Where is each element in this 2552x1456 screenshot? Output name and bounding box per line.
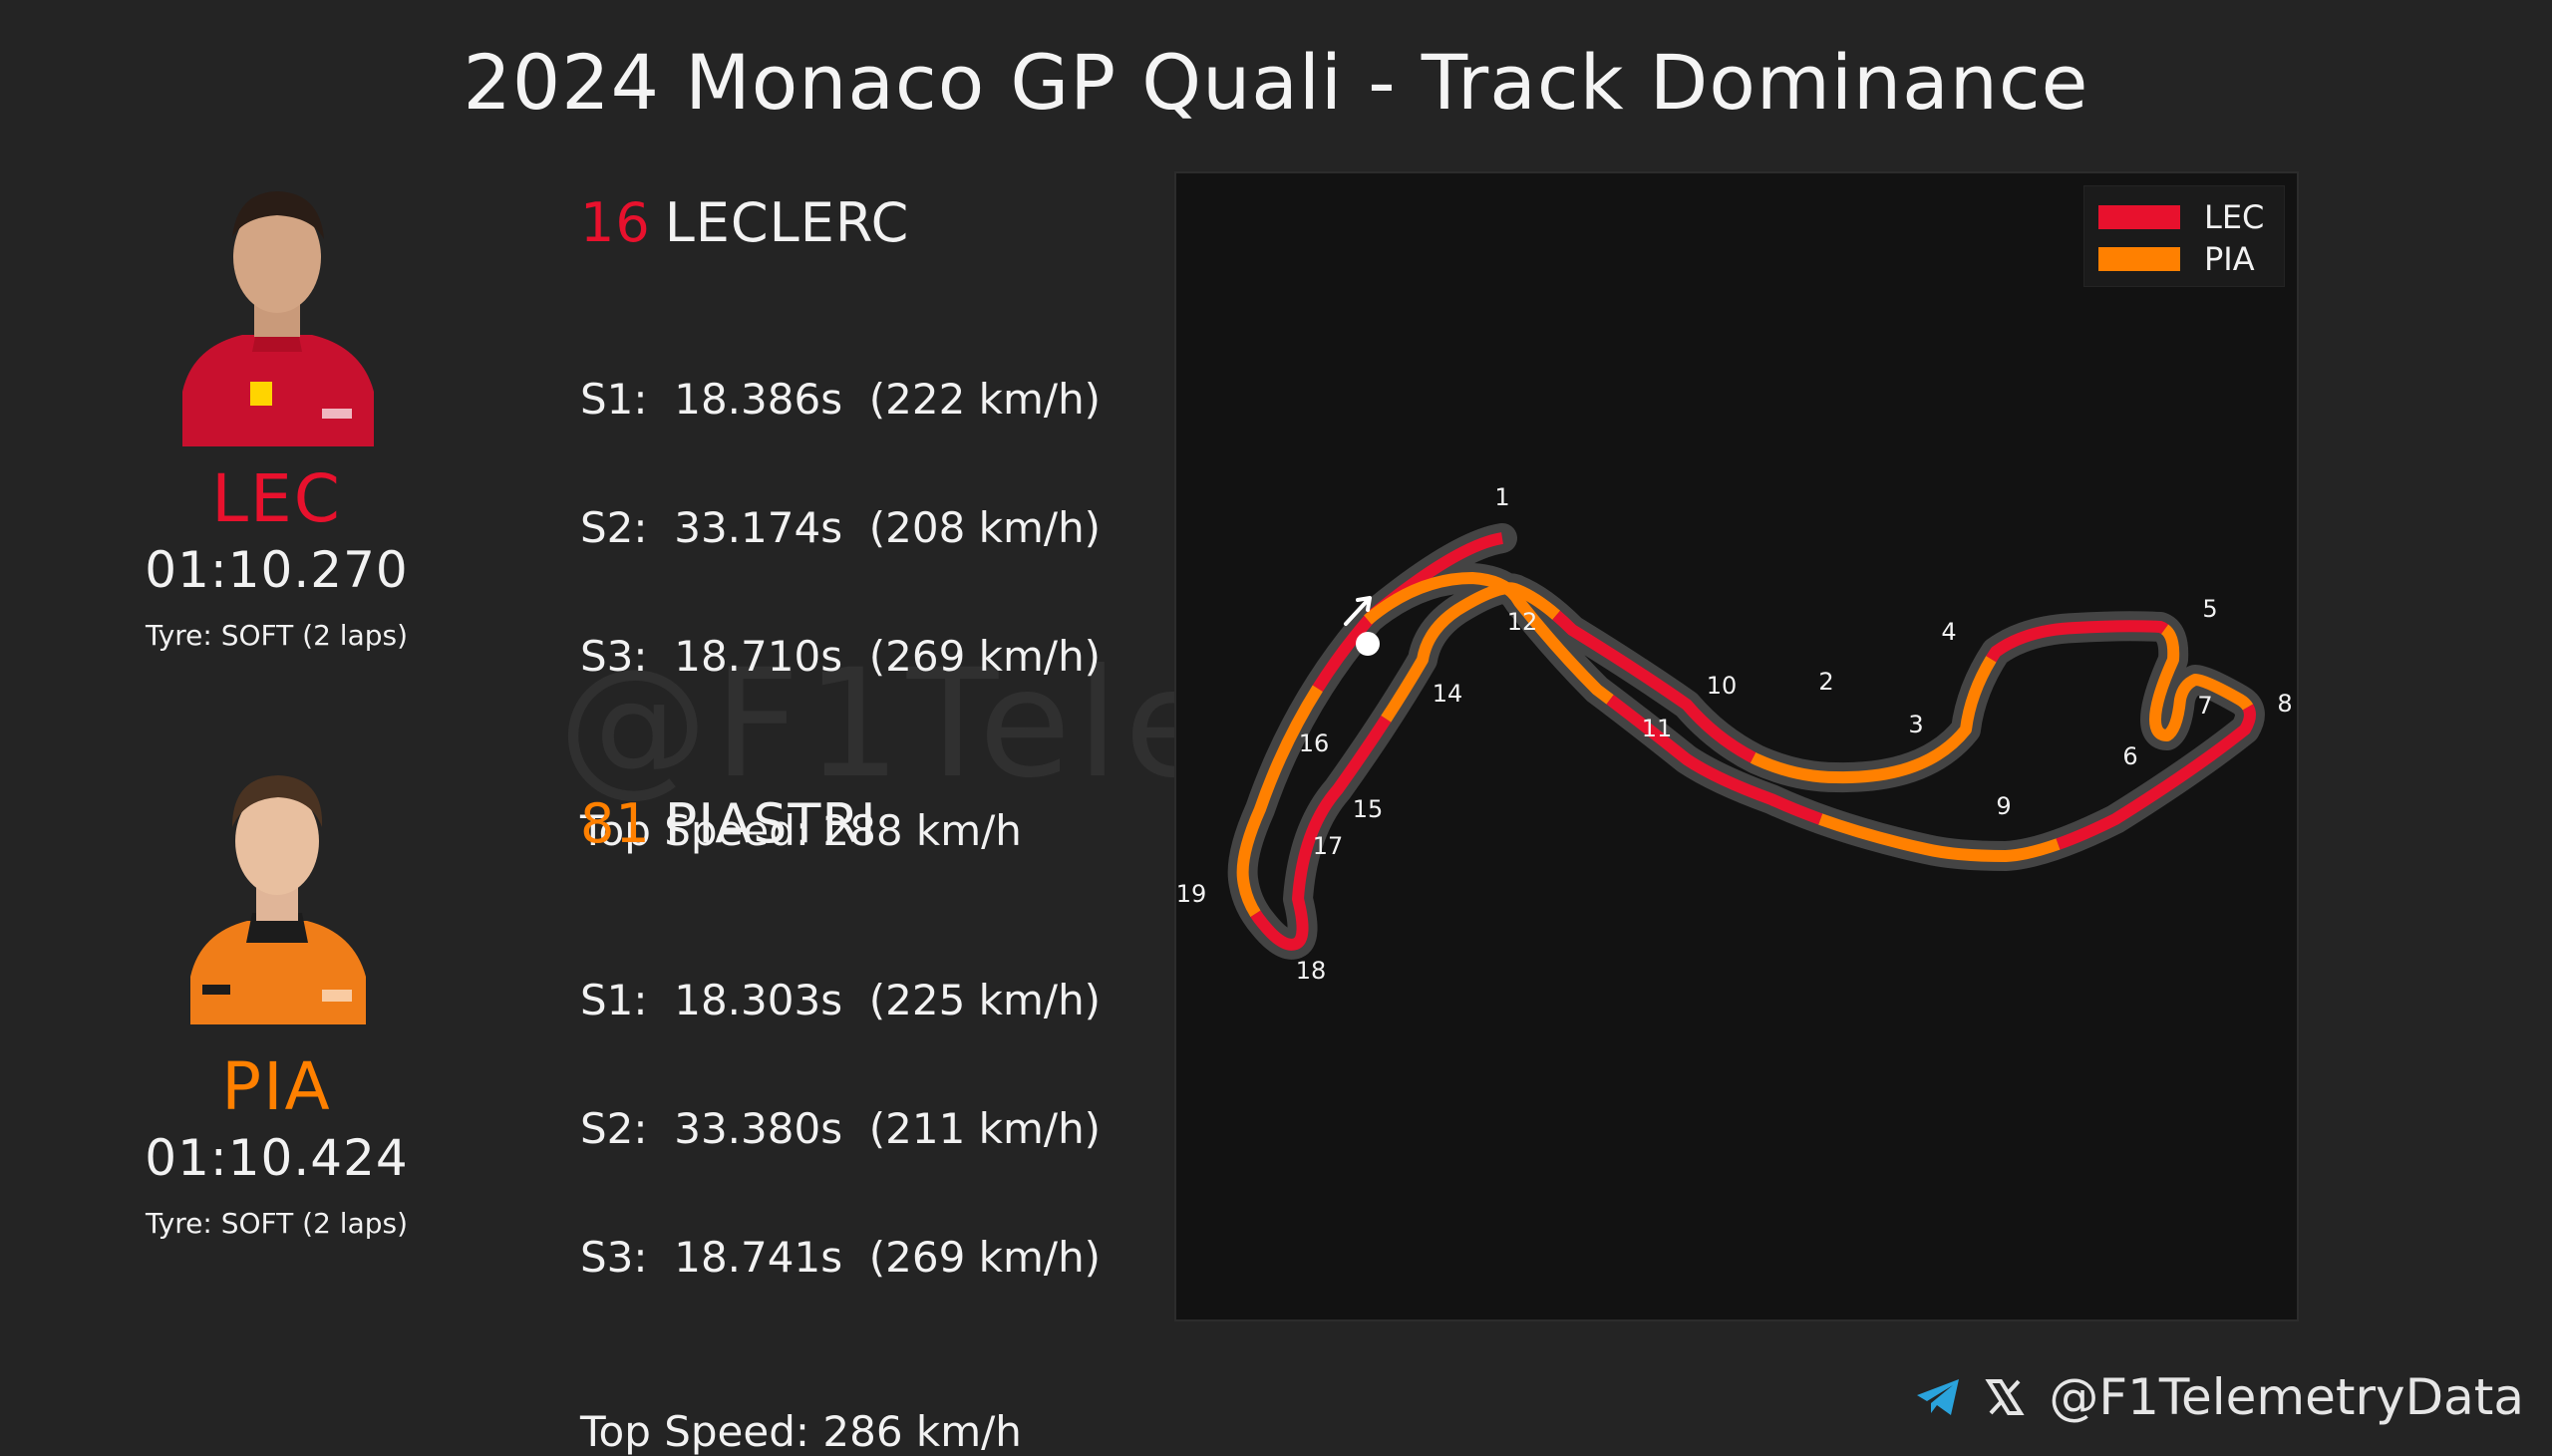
stats-panel-pia: 81 PIASTRI S1: 18.303s (225 km/h) S2: 33.… <box>580 792 1138 1456</box>
lap-time-pia: 01:10.424 <box>145 1129 409 1187</box>
footer: @F1TelemetryData <box>1915 1367 2524 1427</box>
sector-times-lec: S1: 18.386s (222 km/h) S2: 33.174s (208 … <box>580 292 1138 763</box>
driver-portrait-pia <box>162 765 392 1034</box>
driver-heading-lec: 16 LECLERC <box>580 191 1138 254</box>
driver-heading-pia: 81 PIASTRI <box>580 792 1138 855</box>
track-segment <box>1236 532 2256 951</box>
corner-label-1: 1 <box>1494 483 1509 511</box>
track-segment <box>1236 532 2256 951</box>
driver-card-pia: PIA 01:10.424 Tyre: SOFT (2 laps) <box>90 765 464 1240</box>
start-marker <box>1356 632 1380 656</box>
corner-label-17: 17 <box>1313 832 1344 860</box>
legend-swatch-lec <box>2098 205 2180 229</box>
sector-3-pia: S3: 18.741s (269 km/h) <box>580 1233 1102 1282</box>
driver-number-lec: 16 <box>580 191 651 254</box>
corner-label-9: 9 <box>1996 792 2011 820</box>
driver-card-lec: LEC 01:10.270 Tyre: SOFT (2 laps) <box>90 177 464 652</box>
driver-abbr-lec: LEC <box>211 460 342 537</box>
legend: LEC PIA <box>2083 185 2285 287</box>
stats-panel-lec: 16 LECLERC S1: 18.386s (222 km/h) S2: 33.… <box>580 191 1138 855</box>
sector-times-pia: S1: 18.303s (225 km/h) S2: 33.380s (211 … <box>580 893 1138 1364</box>
sector-3-lec: S3: 18.710s (269 km/h) <box>580 632 1102 681</box>
corner-label-19: 19 <box>1176 880 1206 908</box>
sector-1-lec: S1: 18.386s (222 km/h) <box>580 375 1102 424</box>
driver-portrait-lec <box>162 177 392 446</box>
sector-1-pia: S1: 18.303s (225 km/h) <box>580 976 1102 1024</box>
driver-abbr-pia: PIA <box>221 1048 332 1125</box>
tyre-info-lec: Tyre: SOFT (2 laps) <box>145 619 409 652</box>
track-segments <box>1236 532 2256 951</box>
corner-label-8: 8 <box>2277 690 2292 718</box>
driver-number-pia: 81 <box>580 792 651 855</box>
legend-swatch-pia <box>2098 247 2180 271</box>
x-icon <box>1985 1379 2025 1415</box>
legend-label-lec: LEC <box>2204 198 2265 236</box>
track-map: 1 2 3 4 5 6 7 8 9 10 11 12 14 15 16 17 18 19 <box>1174 171 2299 1321</box>
corner-label-6: 6 <box>2122 742 2137 770</box>
corner-label-3: 3 <box>1908 711 1923 738</box>
top-speed-pia: Top Speed: 286 km/h <box>580 1407 1022 1456</box>
legend-item-pia: PIA <box>2098 240 2255 278</box>
driver-name-lec: LECLERC <box>664 191 910 254</box>
corner-label-12: 12 <box>1507 608 1538 636</box>
corner-label-5: 5 <box>2202 595 2217 623</box>
footer-handle: @F1TelemetryData <box>2049 1368 2524 1426</box>
corner-label-15: 15 <box>1353 795 1384 823</box>
corner-label-11: 11 <box>1642 715 1673 742</box>
corner-label-4: 4 <box>1941 618 1956 646</box>
telegram-icon <box>1917 1379 1960 1415</box>
top-speed-lec: Top Speed: 288 km/h <box>580 806 1022 855</box>
corner-label-14: 14 <box>1433 680 1463 708</box>
legend-item-lec: LEC <box>2098 198 2264 236</box>
tyre-info-pia: Tyre: SOFT (2 laps) <box>145 1207 409 1240</box>
corner-label-7: 7 <box>2197 692 2212 720</box>
corner-label-16: 16 <box>1299 729 1330 757</box>
corner-label-10: 10 <box>1707 672 1738 700</box>
driver-name-pia: PIASTRI <box>664 792 877 855</box>
sector-2-lec: S2: 33.174s (208 km/h) <box>580 503 1102 552</box>
legend-label-pia: PIA <box>2204 240 2255 278</box>
lap-time-lec: 01:10.270 <box>145 541 409 599</box>
corner-label-18: 18 <box>1296 957 1327 985</box>
direction-arrow-icon <box>1344 596 1372 626</box>
track-segment <box>1236 532 2256 951</box>
corner-label-2: 2 <box>1818 668 1833 696</box>
page-title: 2024 Monaco GP Quali - Track Dominance <box>463 38 2089 127</box>
sector-2-pia: S2: 33.380s (211 km/h) <box>580 1104 1102 1153</box>
